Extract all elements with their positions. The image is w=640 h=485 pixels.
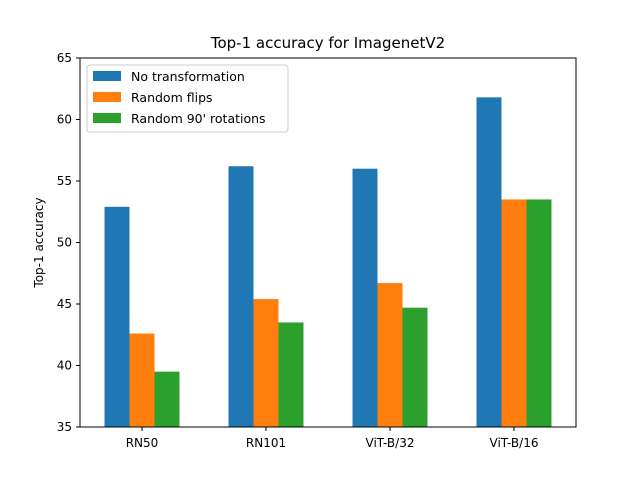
y-tick-label: 65 xyxy=(57,51,72,65)
legend-swatch xyxy=(93,71,121,81)
legend-swatch xyxy=(93,113,121,123)
bar xyxy=(501,199,527,427)
x-tick-label: RN101 xyxy=(246,436,286,450)
y-tick-label: 50 xyxy=(57,236,72,250)
y-tick-label: 60 xyxy=(57,113,72,127)
y-tick-label: 35 xyxy=(57,420,72,434)
x-tick-label: ViT-B/32 xyxy=(366,436,415,450)
y-tick-label: 45 xyxy=(57,297,72,311)
bar xyxy=(476,97,502,428)
legend-frame xyxy=(86,64,289,133)
bar xyxy=(352,168,378,427)
bar xyxy=(402,307,428,427)
x-tick-label: RN50 xyxy=(126,436,159,450)
legend-swatch xyxy=(93,92,121,102)
bars-layer xyxy=(104,97,552,428)
bar xyxy=(526,199,552,427)
y-tick-label: 55 xyxy=(57,174,72,188)
bar xyxy=(154,371,180,427)
legend-label: Random flips xyxy=(131,90,213,105)
legend-label: No transformation xyxy=(131,69,245,84)
axes-layer: 35 40 45 50 55 60 65 RN50 RN101 ViT-B/32 ViT-B/16 xyxy=(57,51,577,450)
bar xyxy=(228,166,254,428)
bar xyxy=(104,206,130,427)
legend-label: Random 90' rotations xyxy=(131,111,266,126)
bar xyxy=(278,322,304,427)
bar xyxy=(253,299,279,427)
y-axis-label: Top-1 accuracy xyxy=(32,197,46,288)
legend: No transformation Random flips Random 90' … xyxy=(86,64,289,133)
bar xyxy=(129,333,155,427)
x-tick-label: ViT-B/16 xyxy=(490,436,539,450)
chart-title: Top-1 accuracy for ImagenetV2 xyxy=(210,34,445,52)
bar xyxy=(377,283,403,427)
y-tick-label: 40 xyxy=(57,359,72,373)
